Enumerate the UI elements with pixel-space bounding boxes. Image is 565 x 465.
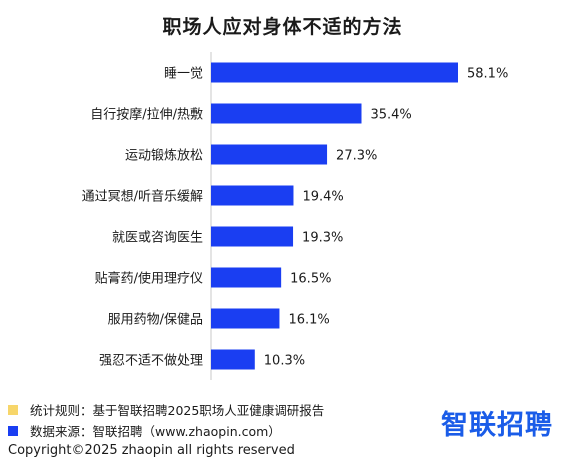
bar <box>211 62 458 83</box>
value-label: 35.4% <box>370 108 411 123</box>
category-label: 自行按摩/拉伸/热敷 <box>90 107 203 123</box>
category-label: 服用药物/保健品 <box>108 313 203 328</box>
bar <box>211 308 280 329</box>
bar-chart: 睡一觉 58.1% 自行按摩/拉伸/热敷 35.4% 运动锻炼放松 27.3% 通过冥想/听… <box>82 52 508 380</box>
source-legend-square <box>8 425 18 436</box>
category-label: 强忍不适不做处理 <box>99 354 203 369</box>
rule-legend-square <box>8 404 18 415</box>
chart-title: 职场人应对身体不适的方法 <box>162 16 403 38</box>
bar <box>211 103 362 124</box>
zhaopin-logo: 智联招聘 <box>441 410 553 441</box>
rule-text: 统计规则：基于智联招聘2025职场人亚健康调研报告 <box>30 403 325 418</box>
bar <box>211 185 294 206</box>
value-label: 19.3% <box>302 231 343 246</box>
value-label: 16.5% <box>290 272 331 287</box>
category-label: 运动锻炼放松 <box>125 149 203 164</box>
value-label: 16.1% <box>288 313 329 328</box>
bar <box>211 226 294 247</box>
bar <box>211 144 328 165</box>
bar <box>211 349 255 370</box>
category-label: 睡一觉 <box>164 67 203 82</box>
source-text: 数据来源：智联招聘（www.zhaopin.com） <box>30 424 281 439</box>
category-label: 就医或咨询医生 <box>112 231 203 246</box>
footer-source: 数据来源：智联招聘（www.zhaopin.com） <box>8 421 281 440</box>
value-label: 58.1% <box>467 67 508 82</box>
footer-rule: 统计规则：基于智联招聘2025职场人亚健康调研报告 <box>8 400 324 419</box>
value-label: 10.3% <box>264 354 305 369</box>
bar <box>211 267 282 288</box>
category-label: 通过冥想/听音乐缓解 <box>82 189 203 205</box>
copyright-text: Copyright©2025 zhaopin all rights reserv… <box>8 443 295 458</box>
value-label: 19.4% <box>302 190 343 205</box>
category-label: 贴膏药/使用理疗仪 <box>95 271 203 287</box>
value-label: 27.3% <box>336 149 377 164</box>
